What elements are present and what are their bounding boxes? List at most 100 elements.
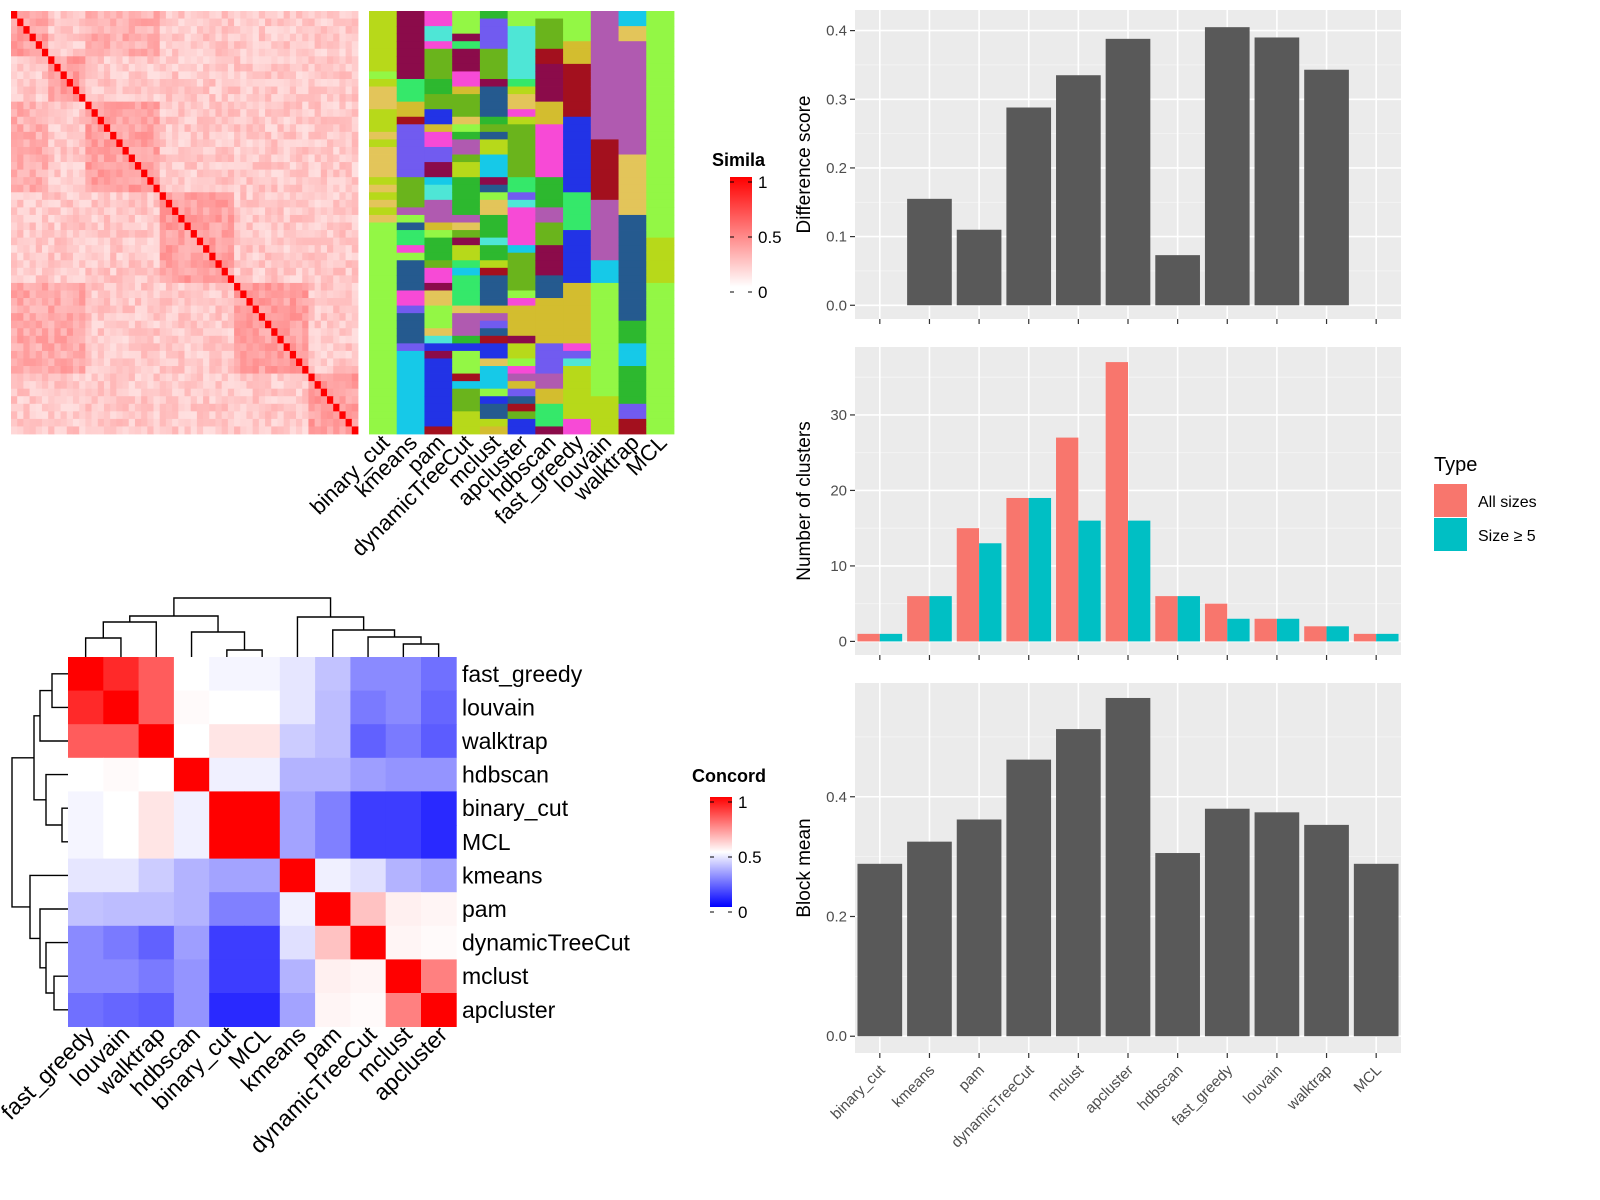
similarity-cell (351, 358, 359, 367)
concordance-cell (173, 925, 210, 960)
partition-cell (507, 426, 536, 435)
similarity-cell (97, 290, 105, 299)
similarity-cell (227, 373, 235, 382)
similarity-cell (333, 48, 340, 57)
similarity-cell (165, 260, 173, 269)
similarity-cell (302, 388, 309, 397)
similarity-cell (178, 207, 185, 216)
partition-cell (396, 94, 425, 103)
similarity-cell (234, 298, 241, 306)
partition-cell (452, 282, 481, 291)
similarity-cell (196, 381, 204, 390)
partition-cell (424, 305, 453, 314)
similarity-cell (60, 11, 68, 19)
similarity-cell (23, 320, 30, 329)
similarity-cell (277, 358, 285, 367)
similarity-cell (227, 18, 235, 27)
concordance-cell (68, 657, 104, 691)
similarity-cell (327, 252, 334, 261)
partition-cell (535, 154, 564, 163)
similarity-cell (283, 71, 291, 80)
similarity-cell (320, 78, 328, 87)
similarity-cell (172, 94, 179, 103)
partition-cell (563, 343, 592, 352)
partition-cell (618, 63, 647, 72)
partition-cell (535, 388, 564, 397)
concordance-dendrogram-branch (29, 874, 68, 940)
similarity-cell (128, 41, 136, 50)
similarity-cell (79, 267, 86, 276)
similarity-cell (221, 403, 229, 412)
similarity-cell (345, 199, 353, 208)
similarity-cell (72, 26, 80, 35)
partition-cell (452, 328, 481, 337)
similarity-cell (110, 41, 117, 50)
partition-cell (507, 18, 536, 27)
similarity-cell (72, 373, 80, 382)
similarity-cell (134, 146, 142, 155)
partition-cell (590, 298, 619, 306)
partition-cell (452, 139, 481, 148)
partition-cell (507, 320, 536, 329)
similarity-cell (227, 245, 235, 254)
similarity-cell (60, 260, 68, 269)
similarity-cell (116, 358, 123, 367)
similarity-cell (23, 18, 30, 27)
similarity-cell (246, 184, 254, 193)
similarity-cell (196, 139, 204, 148)
partition-cell (535, 169, 564, 178)
partition-cell (396, 298, 425, 306)
similarity-cell (333, 207, 340, 216)
similarity-cell (308, 335, 316, 344)
similarity-cell (271, 245, 278, 254)
similarity-cell (246, 18, 254, 27)
similarity-cell (17, 335, 24, 344)
similarity-cell (327, 260, 334, 269)
similarity-cell (327, 162, 334, 171)
similarity-cell (308, 426, 316, 435)
similarity-cell (48, 11, 55, 19)
similarity-cell (351, 177, 359, 186)
similarity-cell (320, 313, 328, 322)
similarity-cell (234, 403, 241, 412)
similarity-cell (116, 177, 123, 186)
similarity-cell (116, 124, 123, 133)
concordance-dendrogram-branch (173, 597, 332, 617)
similarity-cell (72, 63, 80, 72)
similarity-cell (339, 245, 347, 254)
similarity-cell (265, 313, 272, 322)
similarity-cell (134, 26, 142, 35)
partition-cell (424, 139, 453, 148)
similarity-cell (41, 305, 49, 314)
similarity-cell (296, 328, 303, 337)
similarity-cell (327, 41, 334, 50)
similarity-cell (128, 154, 136, 163)
similarity-cell (196, 282, 204, 291)
similarity-cell (314, 41, 322, 50)
partition-cell (396, 86, 425, 95)
similarity-cell (178, 109, 185, 118)
similarity-cell (54, 154, 61, 163)
partition-cell (479, 139, 509, 148)
similarity-cell (165, 282, 173, 291)
similarity-cell (48, 214, 55, 223)
similarity-cell (345, 290, 353, 299)
similarity-cell (60, 109, 68, 118)
partition-cell (646, 94, 675, 103)
similarity-cell (159, 343, 167, 352)
similarity-cell (103, 222, 111, 231)
partition-cell (396, 207, 425, 216)
similarity-cell (122, 124, 130, 133)
similarity-cell (122, 116, 130, 125)
similarity-cell (221, 358, 229, 367)
similarity-cell (29, 124, 37, 133)
similarity-cell (97, 192, 105, 201)
legend-label: Size ≥ 5 (1478, 528, 1536, 545)
similarity-cell (48, 350, 55, 359)
similarity-cell (246, 275, 254, 284)
similarity-cell (314, 177, 322, 186)
partition-cell (396, 131, 425, 140)
similarity-cell (23, 214, 30, 223)
similarity-cell (302, 282, 309, 291)
partition-cell (646, 18, 675, 27)
